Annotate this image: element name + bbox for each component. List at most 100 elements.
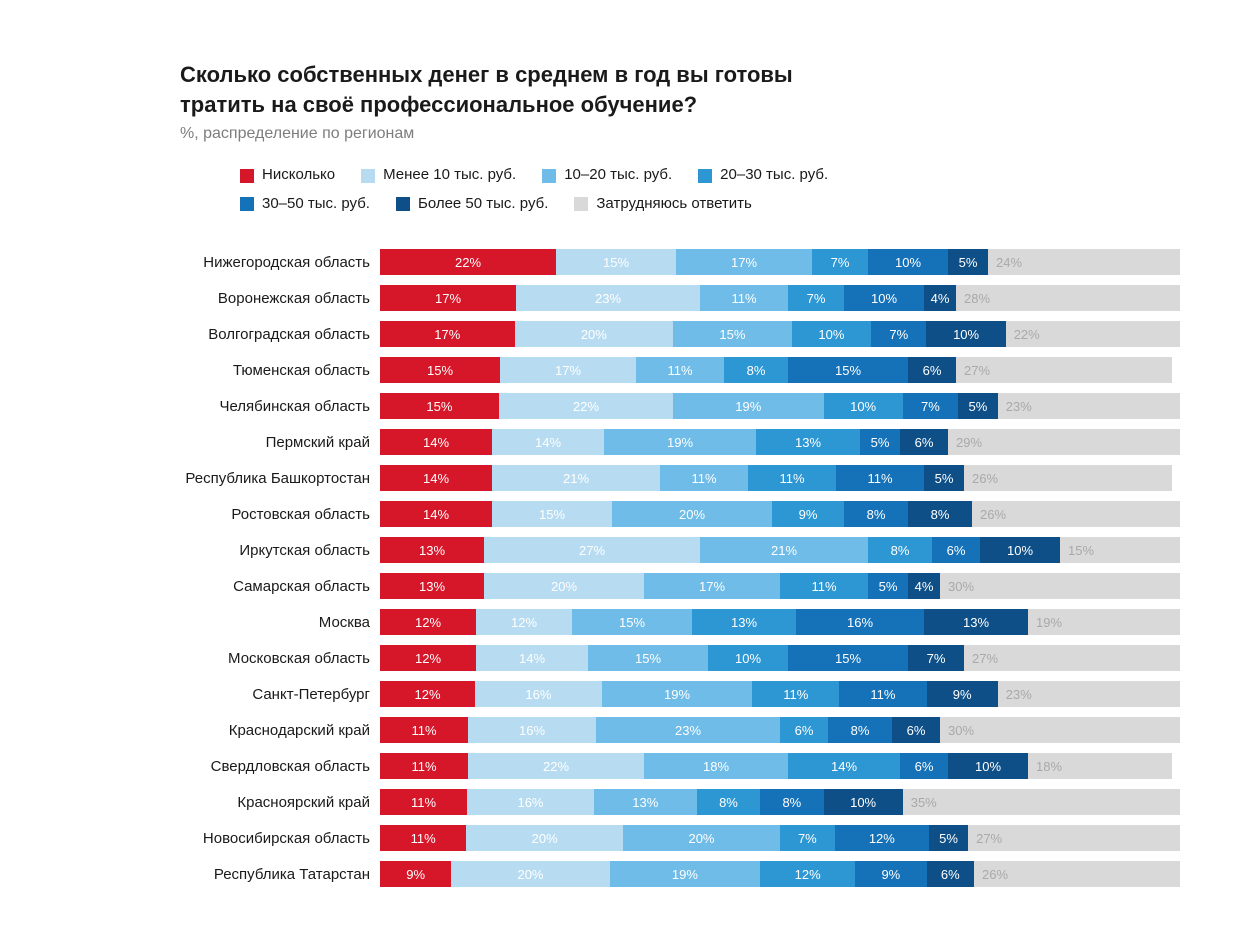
title-line-2: тратить на своё профессиональное обучени…	[180, 92, 697, 117]
row-label: Нижегородская область	[80, 254, 380, 271]
legend-item: 10–20 тыс. руб.	[542, 161, 672, 190]
bar-segment: 4%	[908, 573, 940, 599]
bar-segment: 21%	[492, 465, 660, 491]
bar-segment: 8%	[844, 501, 908, 527]
chart-row: Нижегородская область22%15%17%7%10%5%24%	[80, 246, 1180, 278]
stacked-bar: 11%22%18%14%6%10%18%	[380, 753, 1180, 779]
bar-segment: 15%	[788, 357, 908, 383]
bar-segment: 16%	[467, 789, 594, 815]
bar-segment: 21%	[700, 537, 868, 563]
bar-segment: 5%	[868, 573, 908, 599]
bar-segment: 11%	[748, 465, 836, 491]
stacked-bar: 12%12%15%13%16%13%19%	[380, 609, 1180, 635]
row-label: Челябинская область	[80, 398, 380, 415]
stacked-bar: 12%14%15%10%15%7%27%	[380, 645, 1180, 671]
chart-container: Сколько собственных денег в среднем в го…	[0, 0, 1260, 934]
bar-segment: 20%	[623, 825, 780, 851]
bar-segment: 11%	[636, 357, 724, 383]
bar-segment: 23%	[596, 717, 780, 743]
bar-segment: 11%	[380, 717, 468, 743]
bar-segment: 6%	[900, 753, 948, 779]
bar-segment: 27%	[968, 825, 1180, 851]
chart-row: Челябинская область15%22%19%10%7%5%23%	[80, 390, 1180, 422]
chart-row: Краснодарский край11%16%23%6%8%6%30%	[80, 714, 1180, 746]
chart-row: Ростовская область14%15%20%9%8%8%26%	[80, 498, 1180, 530]
row-label: Пермский край	[80, 434, 380, 451]
bar-segment: 15%	[1060, 537, 1180, 563]
bar-segment: 15%	[492, 501, 612, 527]
stacked-bar: 11%20%20%7%12%5%27%	[380, 825, 1180, 851]
row-label: Новосибирская область	[80, 830, 380, 847]
bar-segment: 14%	[380, 465, 492, 491]
bar-segment: 23%	[998, 681, 1180, 707]
legend-swatch	[240, 197, 254, 211]
bar-segment: 30%	[940, 717, 1180, 743]
bar-segment: 8%	[697, 789, 760, 815]
bar-segment: 12%	[380, 609, 476, 635]
stacked-bar: 17%23%11%7%10%4%28%	[380, 285, 1180, 311]
bar-segment: 9%	[855, 861, 926, 887]
bar-segment: 19%	[602, 681, 752, 707]
stacked-bar: 13%27%21%8%6%10%15%	[380, 537, 1180, 563]
bar-segment: 6%	[927, 861, 975, 887]
bar-segment: 12%	[380, 645, 476, 671]
chart-row: Республика Татарстан9%20%19%12%9%6%26%	[80, 858, 1180, 890]
stacked-bar: 15%17%11%8%15%6%27%	[380, 357, 1180, 383]
bar-segment: 27%	[484, 537, 700, 563]
bar-segment: 14%	[492, 429, 604, 455]
legend-label: Затрудняюсь ответить	[596, 190, 751, 219]
bar-segment: 22%	[468, 753, 644, 779]
bar-segment: 26%	[974, 861, 1180, 887]
bar-segment: 18%	[644, 753, 788, 779]
bar-segment: 19%	[610, 861, 760, 887]
bar-segment: 9%	[927, 681, 998, 707]
bar-segment: 12%	[835, 825, 929, 851]
legend-label: Менее 10 тыс. руб.	[383, 161, 516, 190]
bar-segment: 11%	[700, 285, 788, 311]
bar-segment: 8%	[908, 501, 972, 527]
bar-segment: 30%	[940, 573, 1180, 599]
bar-segment: 4%	[924, 285, 956, 311]
bar-segment: 7%	[903, 393, 958, 419]
bar-segment: 9%	[380, 861, 451, 887]
bar-segment: 15%	[380, 393, 499, 419]
bar-segment: 11%	[752, 681, 839, 707]
bar-segment: 10%	[824, 393, 903, 419]
bar-segment: 7%	[788, 285, 844, 311]
bar-segment: 5%	[924, 465, 964, 491]
bar-segment: 11%	[839, 681, 926, 707]
bar-segment: 16%	[475, 681, 602, 707]
legend-swatch	[240, 169, 254, 183]
bar-segment: 20%	[612, 501, 772, 527]
bar-segment: 15%	[673, 321, 792, 347]
legend-label: 30–50 тыс. руб.	[262, 190, 370, 219]
bar-segment: 11%	[380, 789, 467, 815]
row-label: Ростовская область	[80, 506, 380, 523]
bar-segment: 9%	[772, 501, 844, 527]
bar-segment: 12%	[760, 861, 855, 887]
bar-segment: 27%	[964, 645, 1180, 671]
bar-segment: 6%	[932, 537, 980, 563]
bar-segment: 13%	[380, 537, 484, 563]
chart-title: Сколько собственных денег в среднем в го…	[180, 60, 1180, 119]
legend-label: 10–20 тыс. руб.	[564, 161, 672, 190]
legend-swatch	[396, 197, 410, 211]
legend-item: Менее 10 тыс. руб.	[361, 161, 516, 190]
legend-item: Нисколько	[240, 161, 335, 190]
row-label: Москва	[80, 614, 380, 631]
stacked-bar: 11%16%23%6%8%6%30%	[380, 717, 1180, 743]
stacked-bar: 12%16%19%11%11%9%23%	[380, 681, 1180, 707]
bar-segment: 5%	[929, 825, 968, 851]
bar-segment: 7%	[812, 249, 868, 275]
bar-segment: 17%	[380, 321, 515, 347]
legend-item: Более 50 тыс. руб.	[396, 190, 548, 219]
bar-segment: 13%	[380, 573, 484, 599]
row-label: Самарская область	[80, 578, 380, 595]
bar-segment: 26%	[972, 501, 1180, 527]
bar-segment: 6%	[908, 357, 956, 383]
bar-segment: 8%	[724, 357, 788, 383]
legend-swatch	[361, 169, 375, 183]
bar-segment: 10%	[980, 537, 1060, 563]
legend-label: 20–30 тыс. руб.	[720, 161, 828, 190]
row-label: Краснодарский край	[80, 722, 380, 739]
